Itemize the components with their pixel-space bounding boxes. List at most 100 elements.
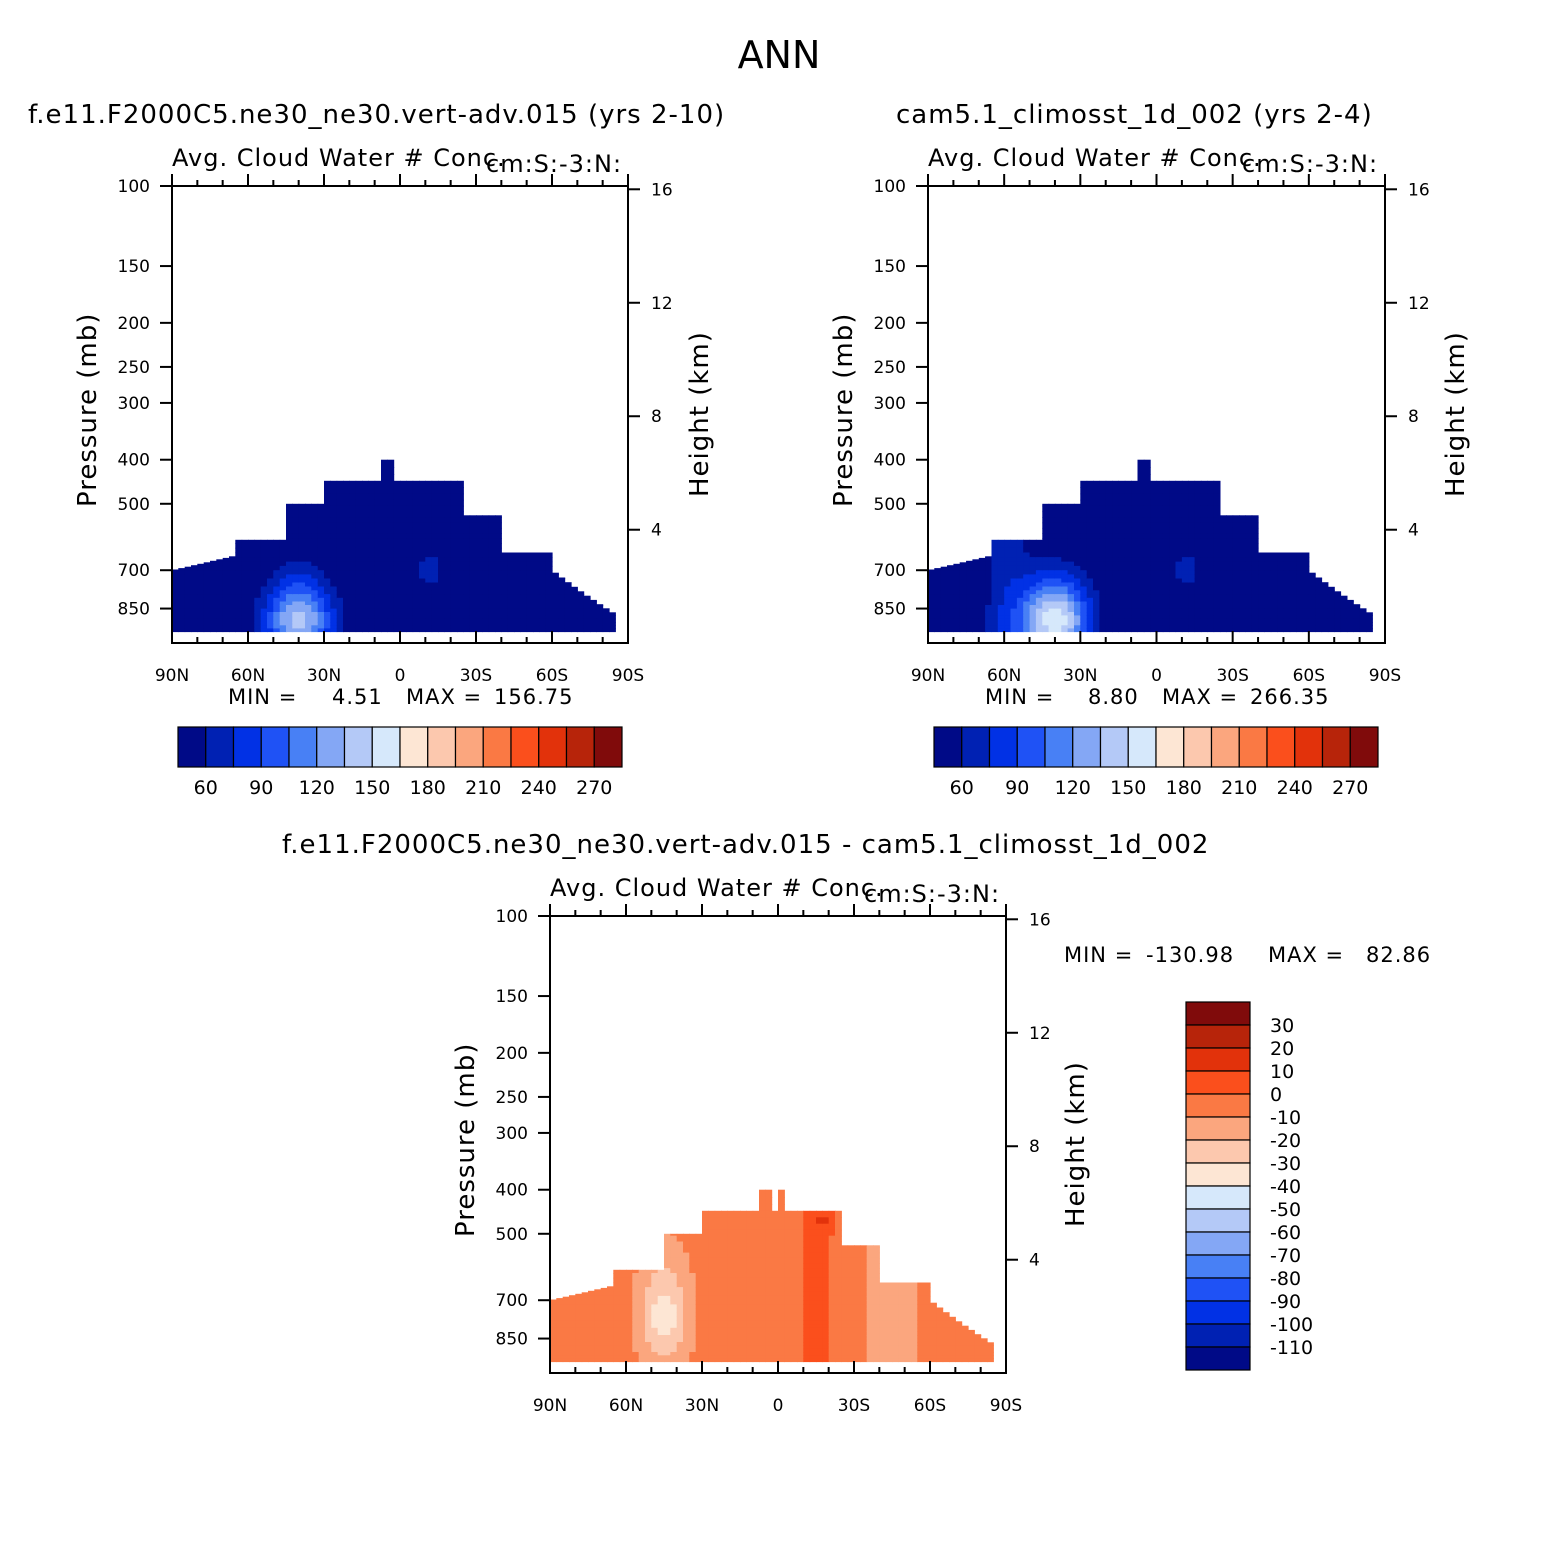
field-cell bbox=[708, 1331, 716, 1336]
field-cell bbox=[1270, 561, 1278, 567]
field-cell bbox=[311, 615, 319, 620]
field-cell bbox=[362, 608, 369, 613]
field-cell bbox=[1207, 547, 1215, 554]
field-cell bbox=[412, 547, 420, 554]
field-cell bbox=[670, 1291, 678, 1297]
field-cell bbox=[260, 612, 268, 616]
field-cell bbox=[607, 1308, 614, 1314]
field-cell bbox=[267, 578, 274, 584]
field-cell bbox=[1093, 622, 1100, 626]
field-cell bbox=[721, 1345, 728, 1350]
field-cell bbox=[507, 557, 515, 563]
field-cell bbox=[1112, 590, 1119, 595]
field-cell bbox=[355, 618, 363, 623]
field-cell bbox=[759, 1273, 766, 1279]
field-cell bbox=[463, 586, 471, 591]
field-cell bbox=[752, 1324, 760, 1329]
field-cell bbox=[1074, 552, 1081, 558]
field-cell bbox=[241, 594, 249, 599]
field-cell bbox=[1156, 538, 1164, 544]
field-cell bbox=[1175, 552, 1183, 558]
field-cell bbox=[1194, 552, 1202, 558]
field-cell bbox=[683, 1252, 690, 1259]
field-cell bbox=[613, 1291, 621, 1297]
field-cell bbox=[997, 622, 1005, 626]
field-cell bbox=[545, 622, 553, 626]
field-cell bbox=[708, 1277, 716, 1284]
field-cell bbox=[1251, 612, 1259, 616]
field-cell bbox=[664, 1287, 671, 1293]
field-cell bbox=[1194, 493, 1202, 501]
field-cell bbox=[740, 1316, 747, 1321]
field-cell bbox=[1080, 547, 1088, 554]
field-cell bbox=[1042, 522, 1050, 529]
field-cell bbox=[1105, 586, 1113, 591]
field-cell bbox=[778, 1268, 785, 1274]
field-cell bbox=[594, 1331, 602, 1336]
field-cell bbox=[393, 543, 401, 549]
field-cell bbox=[216, 618, 224, 623]
field-cell bbox=[488, 586, 496, 591]
field-cell bbox=[664, 1304, 671, 1310]
field-cell bbox=[1264, 586, 1272, 591]
field-cell bbox=[991, 625, 999, 630]
field-cell bbox=[790, 1348, 798, 1353]
field-cell bbox=[324, 561, 331, 567]
field-cell bbox=[184, 612, 192, 616]
field-cell bbox=[1112, 557, 1119, 563]
field-cell bbox=[721, 1316, 728, 1321]
field-cell bbox=[1346, 615, 1354, 620]
field-cell bbox=[501, 622, 509, 626]
field-cell bbox=[594, 1312, 602, 1317]
field-cell bbox=[1150, 597, 1158, 602]
field-cell bbox=[222, 594, 230, 599]
field-cell bbox=[1112, 601, 1119, 606]
field-cell bbox=[292, 574, 300, 580]
field-cell bbox=[438, 480, 445, 488]
field-cell bbox=[1251, 615, 1259, 620]
field-cell bbox=[387, 480, 395, 488]
field-cell bbox=[279, 561, 287, 567]
field-cell bbox=[305, 625, 312, 630]
field-cell bbox=[273, 597, 281, 602]
field-cell bbox=[197, 622, 205, 626]
field-cell bbox=[412, 622, 420, 626]
field-cell bbox=[406, 533, 414, 539]
field-cell bbox=[1181, 625, 1189, 630]
field-cell bbox=[305, 612, 312, 616]
field-cell bbox=[197, 594, 205, 599]
colorbar-box bbox=[232, 726, 262, 768]
field-cell bbox=[1035, 625, 1043, 630]
field-cell bbox=[594, 1308, 602, 1314]
field-cell bbox=[469, 533, 477, 539]
field-cell bbox=[991, 601, 999, 606]
field-cell bbox=[600, 1316, 608, 1321]
field-cell bbox=[594, 1338, 602, 1343]
field-cell bbox=[752, 1312, 760, 1317]
field-cell bbox=[286, 527, 293, 534]
field-cell bbox=[1200, 552, 1208, 558]
field-cell bbox=[1016, 565, 1024, 571]
field-cell bbox=[419, 487, 426, 495]
field-cell bbox=[279, 594, 287, 599]
field-cell bbox=[1289, 586, 1297, 591]
field-cell bbox=[991, 543, 999, 549]
field-cell bbox=[1245, 586, 1253, 591]
field-cell bbox=[1315, 608, 1323, 613]
field-cell bbox=[752, 1295, 760, 1301]
field-cell bbox=[1289, 578, 1297, 584]
field-cell bbox=[1270, 622, 1278, 626]
field-cell bbox=[721, 1282, 728, 1288]
field-cell bbox=[752, 1229, 760, 1237]
field-cell bbox=[349, 625, 357, 630]
field-cell bbox=[305, 590, 312, 595]
field-cell bbox=[425, 578, 433, 584]
field-cell bbox=[997, 543, 1005, 549]
field-cell bbox=[343, 608, 350, 613]
field-cell bbox=[507, 615, 515, 620]
field-cell bbox=[695, 1312, 703, 1317]
colorbar-box bbox=[510, 726, 540, 768]
field-cell bbox=[797, 1241, 804, 1248]
field-cell bbox=[809, 1320, 817, 1325]
field-cell bbox=[368, 543, 376, 549]
